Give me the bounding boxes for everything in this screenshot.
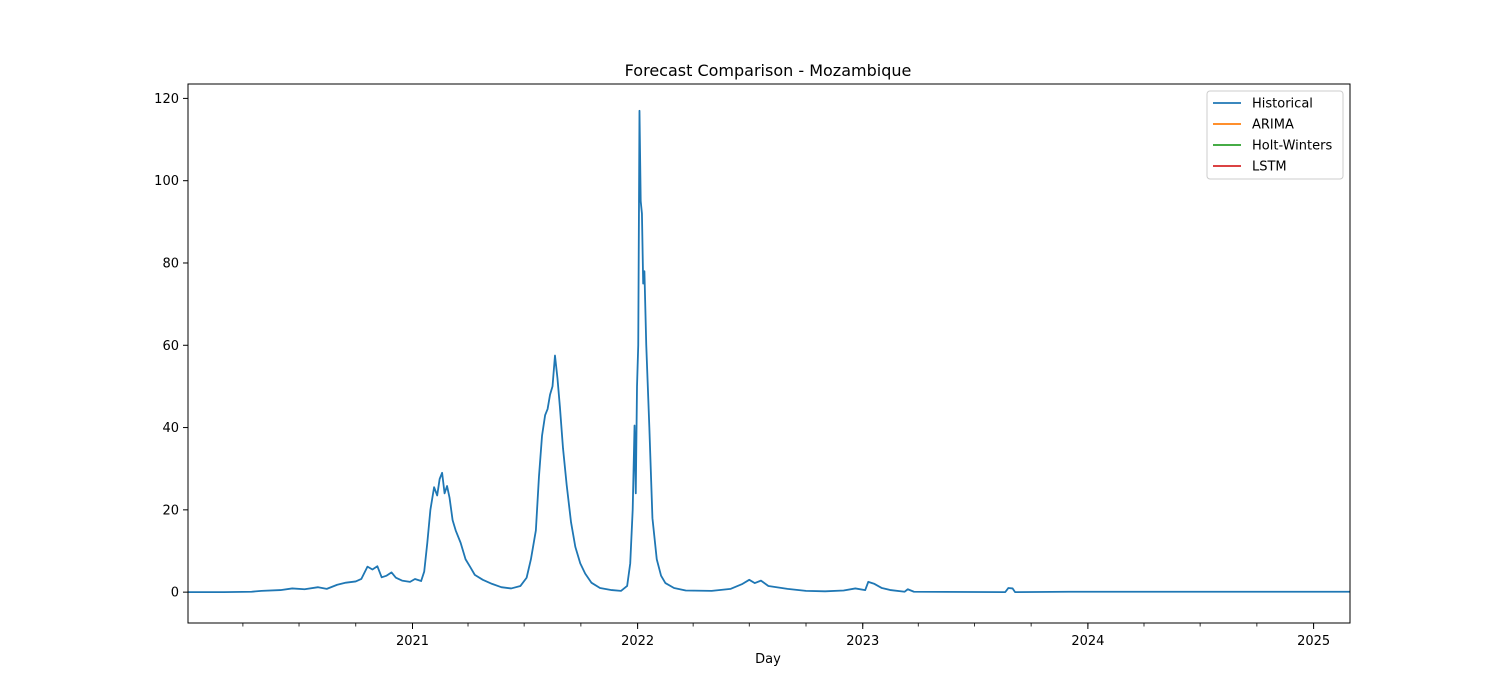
x-tick-label: 2024 <box>1071 634 1104 649</box>
legend: Historical ARIMA Holt-Winters LSTM <box>1206 90 1344 180</box>
y-tick-label: 60 <box>162 339 179 354</box>
legend-label-arima: ARIMA <box>1252 118 1294 133</box>
y-tick-label: 120 <box>154 92 179 107</box>
y-tick-label: 100 <box>154 174 179 189</box>
legend-label-lstm: LSTM <box>1252 160 1287 175</box>
x-tick-label: 2022 <box>621 634 654 649</box>
x-axis-label: Day <box>755 652 781 667</box>
y-tick-label: 80 <box>162 256 179 271</box>
y-tick-label: 40 <box>162 421 179 436</box>
x-tick-label: 2021 <box>396 634 429 649</box>
x-tick-label: 2025 <box>1297 634 1330 649</box>
x-tick-label: 2023 <box>846 634 879 649</box>
chart-title: Forecast Comparison - Mozambique <box>625 61 912 80</box>
y-tick-label: 0 <box>171 586 179 601</box>
legend-label-holt-winters: Holt-Winters <box>1252 139 1332 154</box>
series-line-historical <box>188 109 1350 594</box>
y-tick-label: 20 <box>162 503 179 518</box>
plot-frame <box>187 83 1351 624</box>
legend-box <box>1206 90 1344 180</box>
legend-label-historical: Historical <box>1252 97 1313 112</box>
